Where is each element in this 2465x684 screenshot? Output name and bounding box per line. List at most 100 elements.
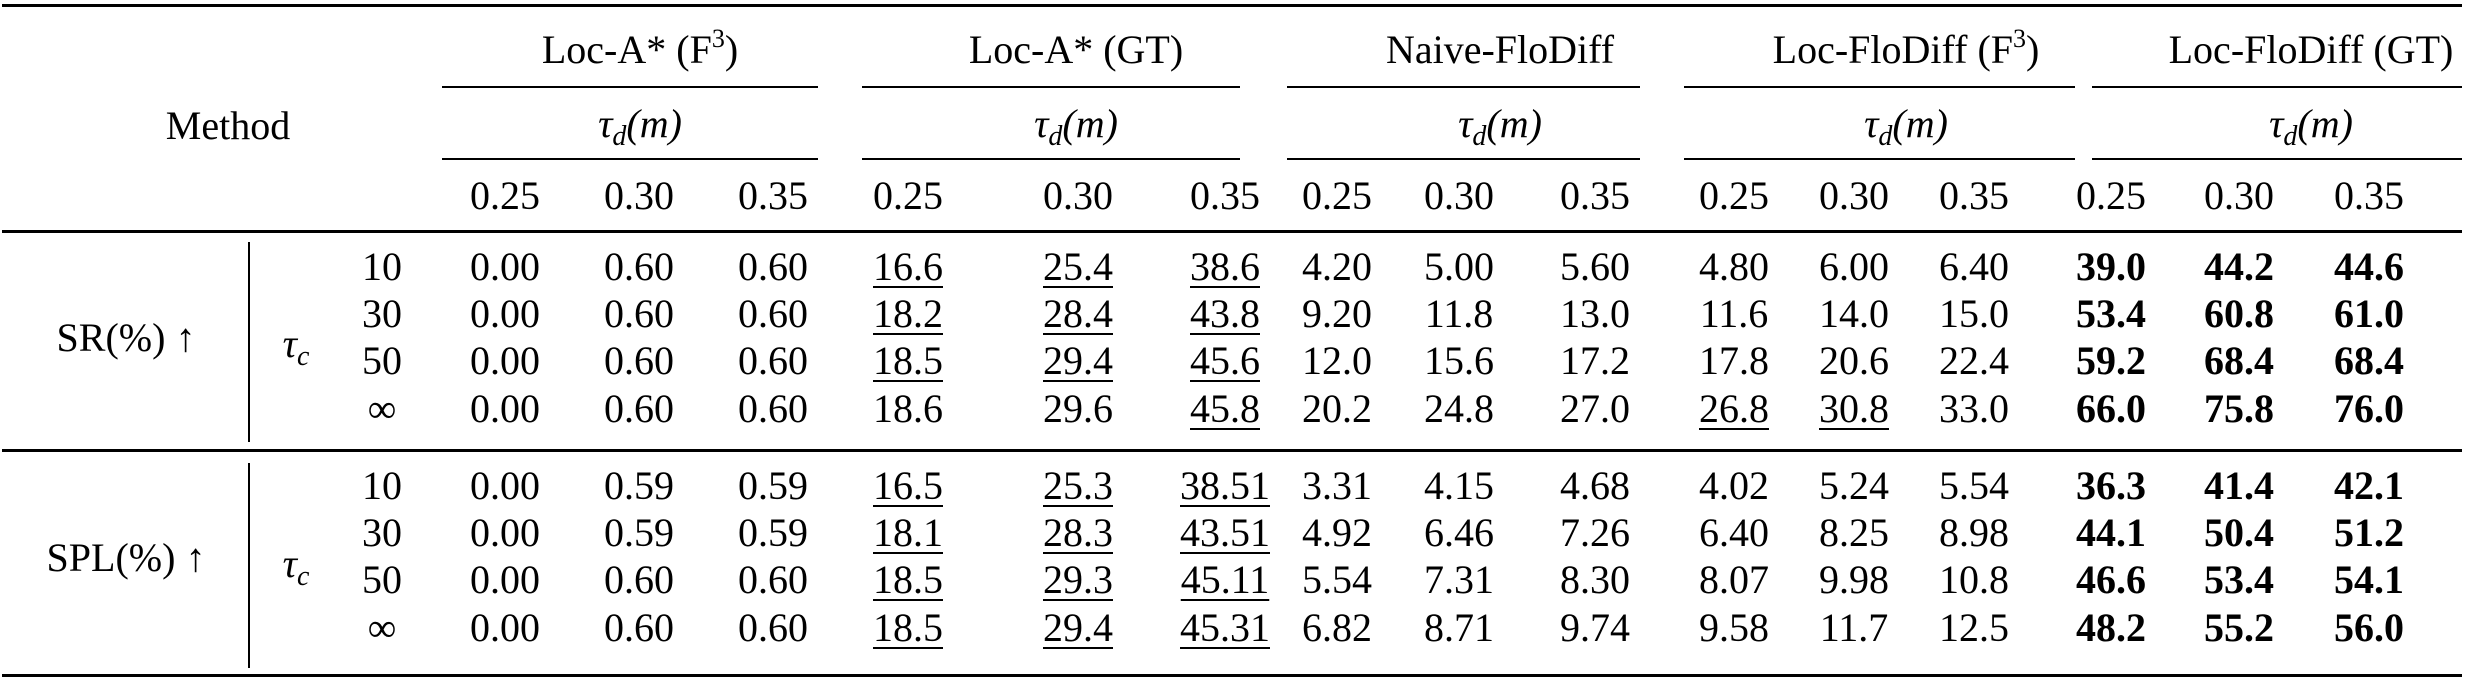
table-cell: 75.8 [2204,386,2274,431]
table-cell: 29.3 [1043,557,1113,602]
table-cell: 17.2 [1560,338,1630,383]
tau-d-header: τd(m) [1458,101,1542,152]
table-cell: 39.0 [2076,244,2146,289]
table-cell: 0.60 [738,557,808,602]
table-cell: 41.4 [2204,463,2274,508]
table-cell: 13.0 [1560,291,1630,336]
group-rule [1287,86,1640,88]
group-header: Loc-FloDiff (F3) [1772,24,2040,72]
table-cell: 16.5 [873,463,943,508]
table-cell: 4.92 [1302,510,1372,555]
table-cell: 0.59 [604,463,674,508]
table-cell: 45.8 [1190,386,1260,431]
table-cell: 5.24 [1819,463,1889,508]
tau-c-label: τc [282,321,310,372]
table-cell: 0.60 [604,557,674,602]
table-cell: 68.4 [2334,338,2404,383]
table-cell: 53.4 [2076,291,2146,336]
table-cell: 5.00 [1424,244,1494,289]
threshold-header: 0.25 [873,173,943,218]
metric-label: SR(%) ↑ [56,315,196,360]
header-rule [2,230,2462,233]
table-cell: 29.4 [1043,338,1113,383]
table-cell: 0.60 [604,291,674,336]
table-cell: 29.6 [1043,386,1113,431]
table-cell: 4.15 [1424,463,1494,508]
group-rule [442,86,818,88]
table-cell: 0.00 [470,463,540,508]
threshold-header: 0.30 [2204,173,2274,218]
table-cell: 50.4 [2204,510,2274,555]
table-cell: 55.2 [2204,605,2274,650]
table-cell: 29.4 [1043,605,1113,650]
subgroup-rule [2092,158,2462,160]
table-cell: 48.2 [2076,605,2146,650]
threshold-header: 0.25 [470,173,540,218]
threshold-header: 0.30 [1819,173,1889,218]
table-cell: 0.60 [604,386,674,431]
tau-c-value: 10 [362,244,402,289]
table-cell: 53.4 [2204,557,2274,602]
threshold-header: 0.25 [1699,173,1769,218]
table-cell: 44.1 [2076,510,2146,555]
table-cell: 27.0 [1560,386,1630,431]
table-cell: 20.2 [1302,386,1372,431]
table-cell: 6.46 [1424,510,1494,555]
table-cell: 11.8 [1424,291,1494,336]
table-cell: 43.51 [1180,510,1270,555]
tau-c-value: 50 [362,557,402,602]
table-cell: 15.6 [1424,338,1494,383]
threshold-header: 0.35 [1560,173,1630,218]
table-cell: 44.2 [2204,244,2274,289]
table-cell: 59.2 [2076,338,2146,383]
tau-d-header: τd(m) [1034,101,1118,152]
table-cell: 42.1 [2334,463,2404,508]
table-cell: 16.6 [873,244,943,289]
tau-d-header: τd(m) [2269,101,2353,152]
table-cell: 8.30 [1560,557,1630,602]
table-cell: 6.00 [1819,244,1889,289]
subgroup-rule [1684,158,2075,160]
table-cell: 0.59 [738,463,808,508]
tau-c-value: 30 [362,510,402,555]
table-cell: 8.71 [1424,605,1494,650]
table-cell: 36.3 [2076,463,2146,508]
table-cell: 7.31 [1424,557,1494,602]
tau-d-header: τd(m) [598,101,682,152]
table-cell: 24.8 [1424,386,1494,431]
table-cell: 0.59 [604,510,674,555]
table-cell: 0.00 [470,510,540,555]
table-cell: 6.40 [1939,244,2009,289]
table-cell: 12.5 [1939,605,2009,650]
table-cell: 9.58 [1699,605,1769,650]
table-cell: 68.4 [2204,338,2274,383]
tau-c-value: ∞ [367,605,397,650]
table-cell: 11.7 [1819,605,1889,650]
table-cell: 5.54 [1939,463,2009,508]
block-separator-rule [2,449,2462,452]
table-cell: 0.60 [604,338,674,383]
table-cell: 0.00 [470,386,540,431]
table-cell: 0.00 [470,338,540,383]
table-cell: 0.60 [738,338,808,383]
table-cell: 66.0 [2076,386,2146,431]
bottom-rule [2,674,2462,677]
table-cell: 18.6 [873,386,943,431]
table-cell: 8.07 [1699,557,1769,602]
table-cell: 9.20 [1302,291,1372,336]
table-cell: 18.5 [873,338,943,383]
table-cell: 4.02 [1699,463,1769,508]
table-cell: 28.3 [1043,510,1113,555]
table-cell: 9.74 [1560,605,1630,650]
table-cell: 5.60 [1560,244,1630,289]
table-cell: 0.60 [604,244,674,289]
table-cell: 14.0 [1819,291,1889,336]
tau-c-label: τc [282,541,310,592]
subgroup-rule [1287,158,1640,160]
table-cell: 0.60 [738,244,808,289]
table-cell: 25.4 [1043,244,1113,289]
threshold-header: 0.35 [738,173,808,218]
metric-label: SPL(%) ↑ [46,535,206,580]
table-cell: 7.26 [1560,510,1630,555]
table-cell: 0.60 [604,605,674,650]
